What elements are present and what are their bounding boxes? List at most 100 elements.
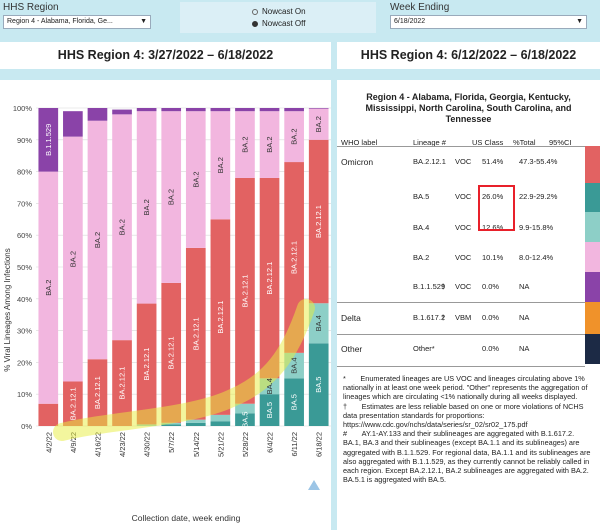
chevron-down-icon: ▼ <box>140 18 147 25</box>
bar-segment-b-1-1-529[interactable] <box>210 108 231 112</box>
week-select-value: 6/18/2022 <box>394 18 426 25</box>
bar-segment-ba-2[interactable] <box>185 111 206 248</box>
bar-data-label: BA.2 <box>167 189 176 205</box>
bar-segment-ba-2[interactable] <box>235 111 255 178</box>
bar-segment-b-1-1-529[interactable] <box>259 108 280 112</box>
table-cell-ci: 9.9-15.8% <box>519 223 554 232</box>
table-cell-lineage: BA.2 <box>413 253 430 262</box>
nowcast-on-option[interactable]: Nowcast On <box>252 7 306 16</box>
region-select[interactable]: Region 4 - Alabama, Florida, Ge... ▼ <box>3 15 151 29</box>
bar-segment-ba-5[interactable] <box>185 422 206 426</box>
table-cell-pct: 0.0% <box>482 344 500 353</box>
bar-segment-ba-2[interactable] <box>210 111 231 220</box>
chevron-down-icon: ▼ <box>576 18 583 25</box>
table-cell-lineage: BA.2.12.1 <box>413 157 446 166</box>
lineage-color-swatch <box>585 334 600 364</box>
bar-data-label: B.1.1.529 <box>44 124 53 156</box>
x-tick-label: 4/2/22 <box>44 432 53 453</box>
table-cell-pct: 12.6% <box>482 223 504 232</box>
bar-segment-ba-2[interactable] <box>136 111 157 304</box>
bar-segment-ba-2-12-1[interactable] <box>210 219 231 415</box>
table-cell-class: VOC <box>455 192 472 201</box>
bar-data-label: BA.4 <box>290 357 299 373</box>
bar-data-label: BA.4 <box>314 315 323 331</box>
bar-segment-ba-2-12-1[interactable] <box>87 359 108 426</box>
table-separator <box>337 366 585 367</box>
bar-segment-ba-2-12-1[interactable] <box>136 303 157 425</box>
bar-segment-ba-2[interactable] <box>161 111 182 283</box>
chart-panel: 0% 10% 20% 30% 40% 50% 60% 70% 80% 90% 100% 4/2/22… <box>0 80 331 530</box>
y-tick-label: 80% <box>17 168 32 177</box>
left-title: HHS Region 4: 3/27/2022 – 6/18/2022 <box>0 42 331 69</box>
bar-segment-ba-4[interactable] <box>210 414 231 422</box>
bar-segment-ba-2-12-1[interactable] <box>259 177 280 379</box>
x-tick-label: 5/7/22 <box>167 432 176 453</box>
bar-segment-b-1-1-529[interactable] <box>185 108 206 112</box>
y-tick-label: 30% <box>17 327 32 336</box>
bar-segment-ba-2-12-1[interactable] <box>38 403 59 426</box>
right-title: HHS Region 4: 6/12/2022 – 6/18/2022 <box>337 42 600 69</box>
bar-segment-b-1-1-529[interactable] <box>284 108 304 112</box>
highlighter-annotation <box>53 299 315 441</box>
footnote-1: * Enumerated lineages are US VOC and lin… <box>343 374 588 402</box>
bar-segment-ba-2[interactable] <box>284 111 304 163</box>
bar-segment-ba-2-12-1[interactable] <box>235 177 255 404</box>
y-tick-label: 20% <box>17 358 32 367</box>
table-cell-ci: NA <box>519 282 530 291</box>
bar-segment-b-1-1-529[interactable] <box>112 109 132 115</box>
table-cell-class: VOC <box>455 253 472 262</box>
bar-data-label: BA.5 <box>240 412 249 428</box>
bar-data-label: BA.2.12.1 <box>118 367 127 400</box>
bar-segment-b-1-1-529[interactable] <box>136 108 157 112</box>
bar-segment-ba-2-12-1[interactable] <box>63 381 83 426</box>
bar-data-label: BA.2.12.1 <box>265 262 274 295</box>
bar-segment-ba-2-12-1[interactable] <box>185 247 206 420</box>
bar-segment-ba-2[interactable] <box>38 171 59 404</box>
week-select[interactable]: 6/18/2022 ▼ <box>390 15 587 29</box>
x-tick-label: 4/23/22 <box>118 432 127 457</box>
bar-segment-b-1-1-529[interactable] <box>161 108 182 112</box>
bar-segment-b-1-1-529[interactable] <box>87 108 108 121</box>
nowcast-off-option[interactable]: Nowcast Off <box>252 19 305 28</box>
x-tick-label: 6/4/22 <box>266 432 275 453</box>
bar-data-label: BA.2.12.1 <box>167 336 176 369</box>
table-cell-who: Omicron <box>341 157 374 167</box>
lineage-color-swatch <box>585 272 600 302</box>
bar-segment-ba-2-12-1[interactable] <box>308 139 329 304</box>
bar-data-label: BA.2.12.1 <box>93 376 102 409</box>
bar-segment-ba-4[interactable] <box>308 303 329 344</box>
region-select-value: Region 4 - Alabama, Florida, Ge... <box>7 18 113 25</box>
bar-data-label: BA.2 <box>142 199 151 215</box>
table-separator <box>337 302 585 303</box>
y-tick-label: 60% <box>17 231 32 240</box>
bar-segment-ba-5[interactable] <box>284 378 304 426</box>
x-tick-label: 5/14/22 <box>192 432 201 457</box>
bar-segment-b-1-1-529[interactable] <box>63 111 83 137</box>
bar-segment-ba-2[interactable] <box>87 120 108 360</box>
bar-segment-ba-2-12-1[interactable] <box>161 282 182 423</box>
y-tick-label: 90% <box>17 136 32 145</box>
bar-segment-ba-2[interactable] <box>63 136 83 382</box>
bar-data-label: BA.2 <box>93 232 102 248</box>
bar-segment-ba-2-12-1[interactable] <box>112 340 132 426</box>
bar-segment-ba-5[interactable] <box>161 424 182 426</box>
bar-segment-ba-5[interactable] <box>210 421 231 426</box>
bar-data-label: BA.5 <box>314 377 323 393</box>
bar-segment-ba-2[interactable] <box>112 114 132 341</box>
bar-segment-ba-2[interactable] <box>308 108 329 140</box>
table-title: Region 4 - Alabama, Florida, Georgia, Ke… <box>365 92 572 124</box>
bar-segment-ba-2[interactable] <box>259 111 280 178</box>
bar-segment-ba-5[interactable] <box>259 394 280 426</box>
y-tick-label: 70% <box>17 199 32 208</box>
header-lineage: Lineage # <box>413 138 446 147</box>
x-tick-label: 4/16/22 <box>93 432 102 457</box>
bar-segment-b-1-1-529[interactable] <box>235 108 255 112</box>
bar-segment-ba-5[interactable] <box>308 343 329 426</box>
bar-data-label: BA.2 <box>240 136 249 152</box>
bar-segment-b-1-1-529[interactable] <box>308 108 329 109</box>
bar-data-label: BA.2 <box>44 280 53 296</box>
bar-segment-ba-4[interactable] <box>235 403 255 414</box>
bar-segment-ba-5[interactable] <box>235 413 255 426</box>
bar-segment-ba-4[interactable] <box>185 419 206 423</box>
bar-segment-b-1-1-529[interactable] <box>38 108 59 172</box>
